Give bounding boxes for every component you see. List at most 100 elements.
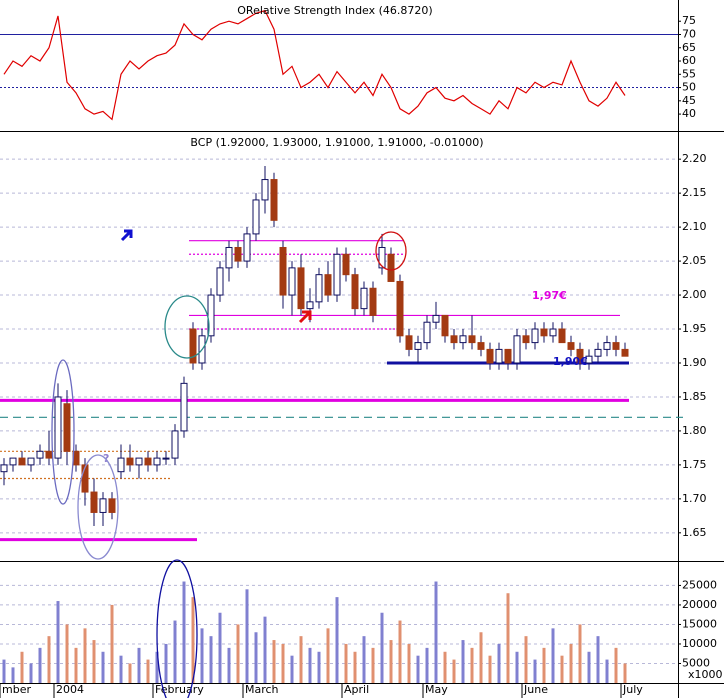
candle-body xyxy=(378,246,386,269)
y-tick-label: 5000 xyxy=(682,656,710,669)
volume-bar xyxy=(596,636,600,683)
y-tick-label: 75 xyxy=(682,14,696,27)
volume-bar xyxy=(434,581,438,683)
highlight-ellipse xyxy=(164,295,210,359)
candle-body xyxy=(333,253,341,296)
volume-bar xyxy=(245,589,249,683)
candle-body xyxy=(540,328,548,337)
volume-bar xyxy=(56,601,60,683)
candle-body xyxy=(306,301,314,310)
candle-body xyxy=(315,274,323,303)
candle-body xyxy=(396,280,404,337)
candle-body xyxy=(522,335,530,344)
x-tick-label: mber xyxy=(2,683,31,696)
volume-bar xyxy=(83,628,87,683)
candle-body xyxy=(153,457,161,466)
candle-body xyxy=(324,274,332,296)
y-tick-label: 10000 xyxy=(682,637,717,650)
volume-bar xyxy=(218,612,222,683)
volume-bar xyxy=(200,628,204,683)
volume-bar xyxy=(362,636,366,683)
candle-body xyxy=(270,179,278,221)
highlight-ellipse xyxy=(77,454,119,560)
candle-body xyxy=(360,287,368,310)
volume-bar xyxy=(569,643,573,683)
rsi-line xyxy=(3,9,626,121)
volume-bar xyxy=(29,663,33,683)
candle-body xyxy=(495,348,503,364)
highlight-ellipse xyxy=(375,231,407,271)
candle-body xyxy=(45,450,53,459)
candle-body xyxy=(144,457,152,466)
volume-bar xyxy=(335,597,339,683)
candle-body xyxy=(567,342,575,350)
annotation: 1,90€ xyxy=(553,355,588,368)
candle-body xyxy=(288,267,296,296)
volume-bar xyxy=(263,616,267,683)
volume-bar xyxy=(2,659,6,683)
y-tick-label: 20000 xyxy=(682,598,717,611)
candle-body xyxy=(531,328,539,344)
volume-bar xyxy=(227,647,231,683)
volume-bar xyxy=(290,655,294,683)
candle-body xyxy=(612,342,620,350)
volume-bar xyxy=(461,640,465,683)
volume-bar xyxy=(344,643,348,683)
y-tick-label: 1.95 xyxy=(682,322,707,335)
candle-body xyxy=(405,335,413,350)
volume-bar xyxy=(74,647,78,683)
volume-bar xyxy=(236,624,240,683)
candle-body xyxy=(450,335,458,344)
volume-bar xyxy=(515,651,519,683)
annotation: 1,97€ xyxy=(532,289,567,302)
arrow xyxy=(298,310,312,324)
candle-body xyxy=(414,342,422,350)
volume-bar xyxy=(578,624,582,683)
volume-bar xyxy=(398,620,402,683)
volume-bar xyxy=(488,655,492,683)
volume-bar xyxy=(479,632,483,683)
volume-bar xyxy=(164,643,168,683)
volume-bar xyxy=(605,659,609,683)
candle-body xyxy=(603,342,611,350)
volume-bar xyxy=(551,628,555,683)
y-tick-label: 1.70 xyxy=(682,492,707,505)
y-tick-label: 25000 xyxy=(682,578,717,591)
y-tick-label: 45 xyxy=(682,94,696,107)
volume-bar xyxy=(425,647,429,683)
candle-body xyxy=(90,491,98,513)
candle-body xyxy=(108,498,116,513)
candle-body xyxy=(459,335,467,344)
volume-bar xyxy=(533,659,537,683)
chart-title: BCP (1.92000, 1.93000, 1.91000, 1.91000,… xyxy=(190,136,483,149)
unit-label: x1000 xyxy=(688,668,723,681)
arrow xyxy=(120,229,133,242)
y-tick-label: 2.15 xyxy=(682,186,707,199)
candle-body xyxy=(342,253,350,276)
y-tick-label: 55 xyxy=(682,67,696,80)
candle-body xyxy=(486,348,494,364)
chart-title: ORelative Strength Index (46.8720) xyxy=(237,4,432,17)
candle-body xyxy=(387,253,395,282)
volume-bar xyxy=(497,643,501,683)
candle-body xyxy=(243,233,251,262)
candle-body xyxy=(423,321,431,344)
y-tick-label: 40 xyxy=(682,107,696,120)
volume-bar xyxy=(119,655,123,683)
volume-bar xyxy=(173,620,177,683)
y-tick-label: 2.00 xyxy=(682,288,707,301)
x-tick-label: July xyxy=(622,683,643,696)
candle-body xyxy=(234,246,242,262)
candle-body xyxy=(180,382,188,432)
volume-bar xyxy=(20,651,24,683)
candle-body xyxy=(117,457,125,473)
volume-bar xyxy=(101,651,105,683)
volume-bar xyxy=(470,647,474,683)
volume-bar xyxy=(146,659,150,683)
highlight-ellipse xyxy=(51,359,75,505)
y-tick-label: 2.05 xyxy=(682,254,707,267)
candle-body xyxy=(594,348,602,357)
y-tick-label: 1.65 xyxy=(682,526,707,539)
